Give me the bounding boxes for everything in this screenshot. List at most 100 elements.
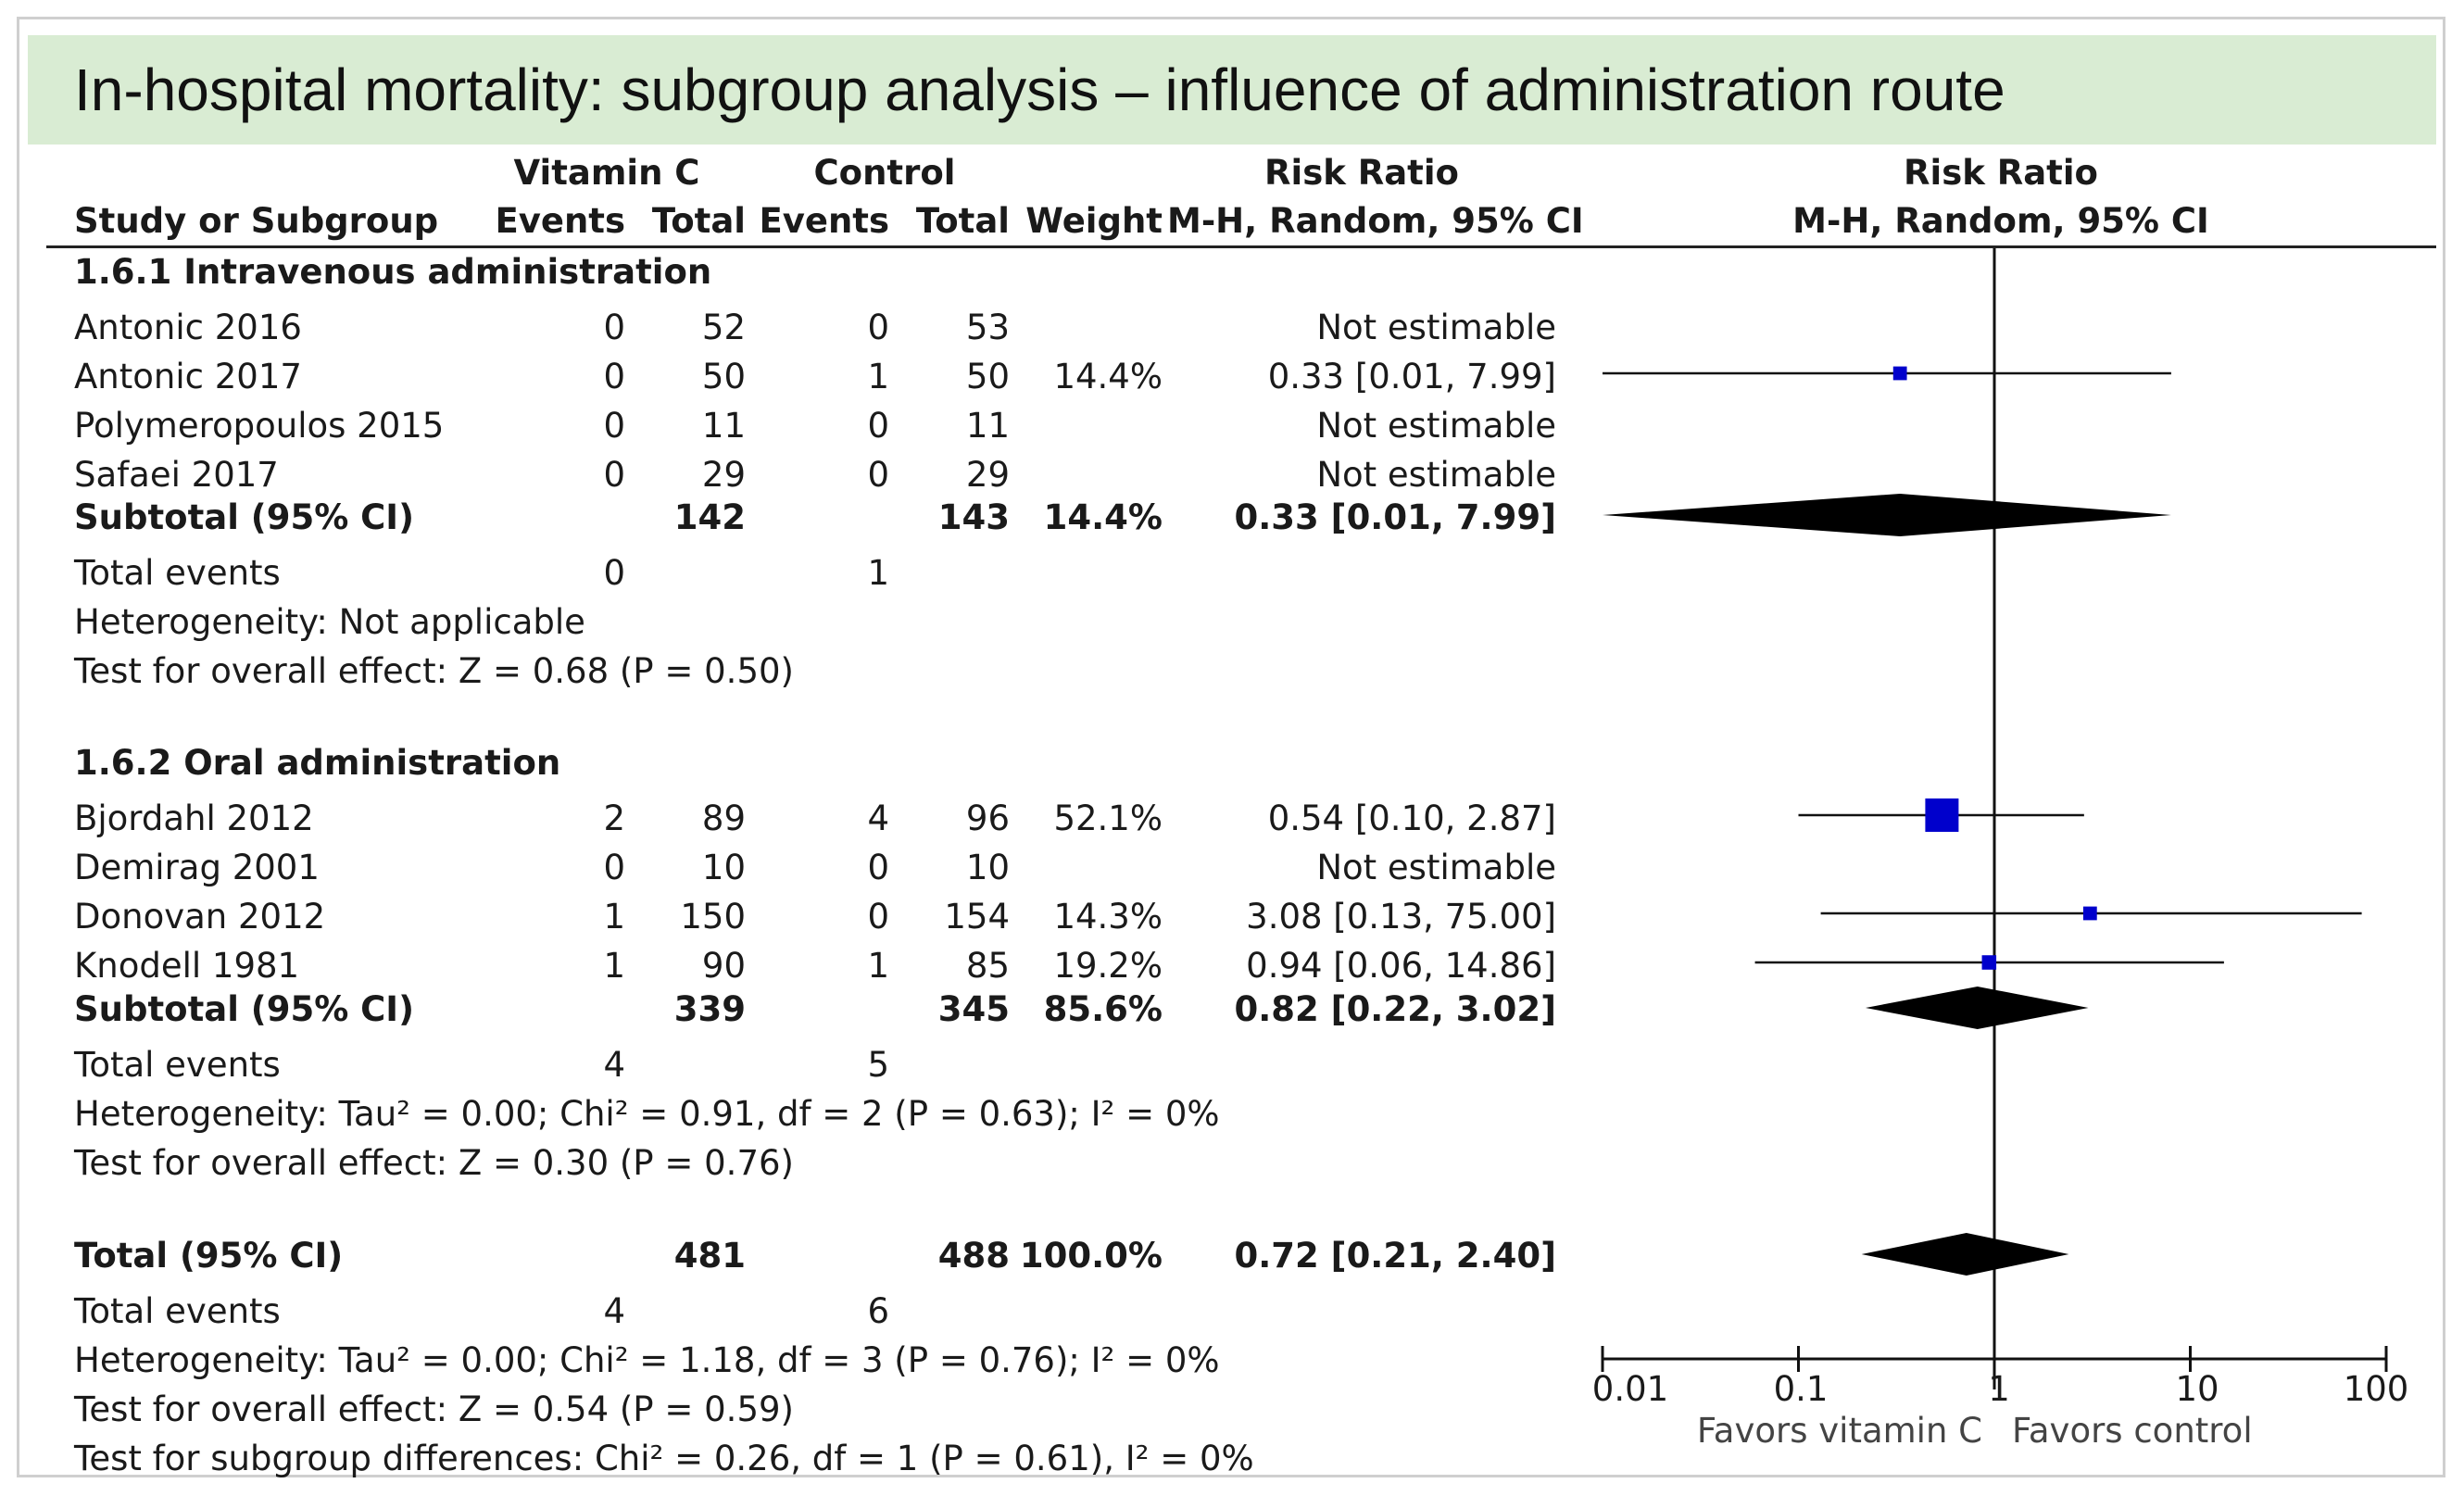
vc-total: 29 [701,455,746,495]
vc-total: 10 [701,848,746,887]
header-ct-total: Total [915,201,1010,241]
weight: 14.4% [1053,357,1163,396]
overall-effect: Test for overall effect: Z = 0.68 (P = 0… [74,651,794,691]
subtotal-label: Subtotal (95% CI) [74,497,414,537]
total-events-vc: 4 [603,1045,625,1085]
vc-events: 2 [603,798,625,838]
vc-events: 0 [603,848,625,887]
risk-ratio-ci: 0.94 [0.06, 14.86] [1246,946,1556,986]
tick-label: 0.1 [1773,1369,1829,1409]
ct-total: 11 [965,406,1010,446]
heterogeneity: Heterogeneity: Tau² = 0.00; Chi² = 1.18,… [74,1340,1220,1380]
risk-ratio-ci: Not estimable [1316,848,1556,887]
ct-events: 0 [867,308,889,347]
summary-diamond [1603,494,2171,536]
ct-total: 53 [965,308,1010,347]
study-name: Polymeropoulos 2015 [74,406,445,446]
study-name: Donovan 2012 [74,897,326,937]
total-events-ct: 1 [867,553,889,593]
total-events-ct: 5 [867,1045,889,1085]
total-ci: 0.72 [0.21, 2.40] [1234,1236,1556,1276]
total-vc-total: 481 [673,1236,746,1276]
risk-ratio-ci: 3.08 [0.13, 75.00] [1246,897,1556,937]
ct-total: 85 [965,946,1010,986]
vc-total: 50 [701,357,746,396]
header-plot-method: M-H, Random, 95% CI [1792,201,2209,241]
total-ct-total: 488 [937,1236,1010,1276]
vc-total: 89 [701,798,746,838]
total-label: Total (95% CI) [74,1236,344,1276]
tick-label: 0.01 [1591,1369,1669,1409]
header-vc-events: Events [495,201,625,241]
header-weight: Weight [1025,201,1163,241]
vc-events: 0 [603,455,625,495]
vc-total: 11 [701,406,746,446]
subtotal-ct-total: 345 [937,989,1010,1029]
study-marker [2082,906,2097,921]
study-name: Antonic 2017 [74,357,302,396]
risk-ratio-ci: Not estimable [1316,455,1556,495]
risk-ratio-ci: Not estimable [1316,308,1556,347]
header-method: M-H, Random, 95% CI [1167,201,1584,241]
header-plot-title: Risk Ratio [1904,153,2098,193]
study-name: Demirag 2001 [74,848,320,887]
tick-label: 10 [2175,1369,2219,1409]
header-study: Study or Subgroup [74,201,439,241]
risk-ratio-ci: 0.33 [0.01, 7.99] [1267,357,1556,396]
overall-effect: Test for overall effect: Z = 0.30 (P = 0… [74,1143,794,1183]
study-name: Safaei 2017 [74,455,279,495]
slide-frame [17,17,2445,1477]
subtotal-weight: 85.6% [1043,989,1163,1029]
heterogeneity: Heterogeneity: Not applicable [74,602,585,642]
ct-events: 1 [867,357,889,396]
heterogeneity: Heterogeneity: Tau² = 0.00; Chi² = 0.91,… [74,1094,1220,1134]
vc-events: 0 [603,357,625,396]
favors-left-label: Favors vitamin C [1696,1411,1982,1451]
ct-events: 0 [867,848,889,887]
study-name: Antonic 2016 [74,308,302,347]
summary-diamond [1861,1233,2069,1276]
study-marker [1892,366,1907,381]
subtotal-ct-total: 143 [937,497,1010,537]
ct-events: 4 [867,798,889,838]
ct-total: 10 [965,848,1010,887]
subtotal-vc-total: 339 [673,989,746,1029]
ct-total: 50 [965,357,1010,396]
ct-total: 154 [944,897,1010,937]
summary-diamond [1865,987,2089,1029]
vc-events: 1 [603,897,625,937]
weight: 19.2% [1053,946,1163,986]
subtotal-weight: 14.4% [1043,497,1163,537]
favors-right-label: Favors control [2012,1411,2253,1451]
subtotal-vc-total: 142 [673,497,746,537]
ct-events: 0 [867,897,889,937]
subtotal-label: Subtotal (95% CI) [74,989,414,1029]
study-name: Bjordahl 2012 [74,798,314,838]
subtotal-ci: 0.82 [0.22, 3.02] [1234,989,1556,1029]
tick-label: 100 [2343,1369,2409,1409]
weight: 14.3% [1053,897,1163,937]
total-events-label: Total events [74,553,281,593]
tick-label: 1 [1988,1369,2010,1409]
risk-ratio-ci: Not estimable [1316,406,1556,446]
header-vc-total: Total [651,201,746,241]
total-events-vc: 4 [603,1291,625,1331]
vc-total: 90 [701,946,746,986]
ct-total: 96 [965,798,1010,838]
weight: 52.1% [1053,798,1163,838]
ct-events: 0 [867,406,889,446]
vc-total: 52 [701,308,746,347]
study-marker [1925,798,1959,832]
study-name: Knodell 1981 [74,946,300,986]
study-marker [1981,955,1997,970]
vc-events: 0 [603,406,625,446]
header-ct-events: Events [759,201,889,241]
header-risk-ratio: Risk Ratio [1264,153,1459,193]
header-control: Control [813,153,956,193]
vc-events: 0 [603,308,625,347]
vc-total: 150 [680,897,746,937]
total-events-vc: 0 [603,553,625,593]
ct-events: 1 [867,946,889,986]
header-vitamin-c: Vitamin C [513,153,700,193]
